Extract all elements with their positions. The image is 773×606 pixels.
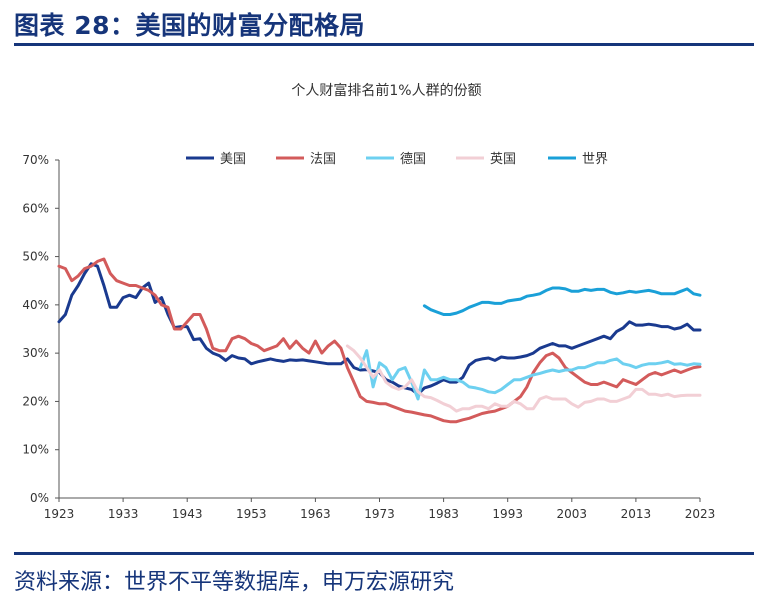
y-tick-label: 30% xyxy=(22,346,49,360)
series-line-5 xyxy=(422,286,702,316)
x-tick-label: 2003 xyxy=(557,507,588,521)
legend-label: 世界 xyxy=(582,152,608,167)
axes: 0% 10% 20% 30% 40% 50% 60% 70% 1923 1933 1943 1953 1… xyxy=(22,153,715,521)
x-tick-label: 1953 xyxy=(236,507,267,521)
x-tick-label: 1963 xyxy=(300,507,331,521)
y-tick-label: 70% xyxy=(22,153,49,167)
figure-title: 图表 28：美国的财富分配格局 xyxy=(14,11,365,40)
series-line-1 xyxy=(57,262,702,396)
legend-label: 法国 xyxy=(310,152,336,167)
x-tick-label: 2023 xyxy=(685,507,716,521)
series-line-3 xyxy=(358,349,702,401)
legend-label: 德国 xyxy=(400,152,426,167)
y-tick-label: 10% xyxy=(22,443,49,457)
x-tick-label: 1983 xyxy=(428,507,459,521)
y-tick-label: 40% xyxy=(22,298,49,312)
x-tick-label: 1993 xyxy=(492,507,523,521)
y-tick-label: 0% xyxy=(30,491,49,505)
series-line-2 xyxy=(57,257,702,424)
top-rule xyxy=(14,43,754,46)
y-tick-label: 50% xyxy=(22,250,49,264)
legend-label: 美国 xyxy=(220,152,246,167)
x-tick-label: 1943 xyxy=(172,507,203,521)
legend: 美国 法国 德国 英国 世界 xyxy=(186,152,608,167)
source-note: 资料来源：世界不平等数据库，申万宏源研究 xyxy=(14,570,455,595)
chart-title: 个人财富排名前1%人群的份额 xyxy=(291,83,482,99)
bottom-rule xyxy=(14,552,754,555)
y-tick-label: 20% xyxy=(22,394,49,408)
legend-label: 英国 xyxy=(490,152,516,167)
x-tick-label: 2013 xyxy=(621,507,652,521)
y-tick-label: 60% xyxy=(22,201,49,215)
x-tick-label: 1933 xyxy=(108,507,139,521)
series-line-4 xyxy=(345,344,702,413)
x-tick-label: 1973 xyxy=(364,507,395,521)
series-lines xyxy=(57,257,702,424)
x-tick-label: 1923 xyxy=(44,507,75,521)
